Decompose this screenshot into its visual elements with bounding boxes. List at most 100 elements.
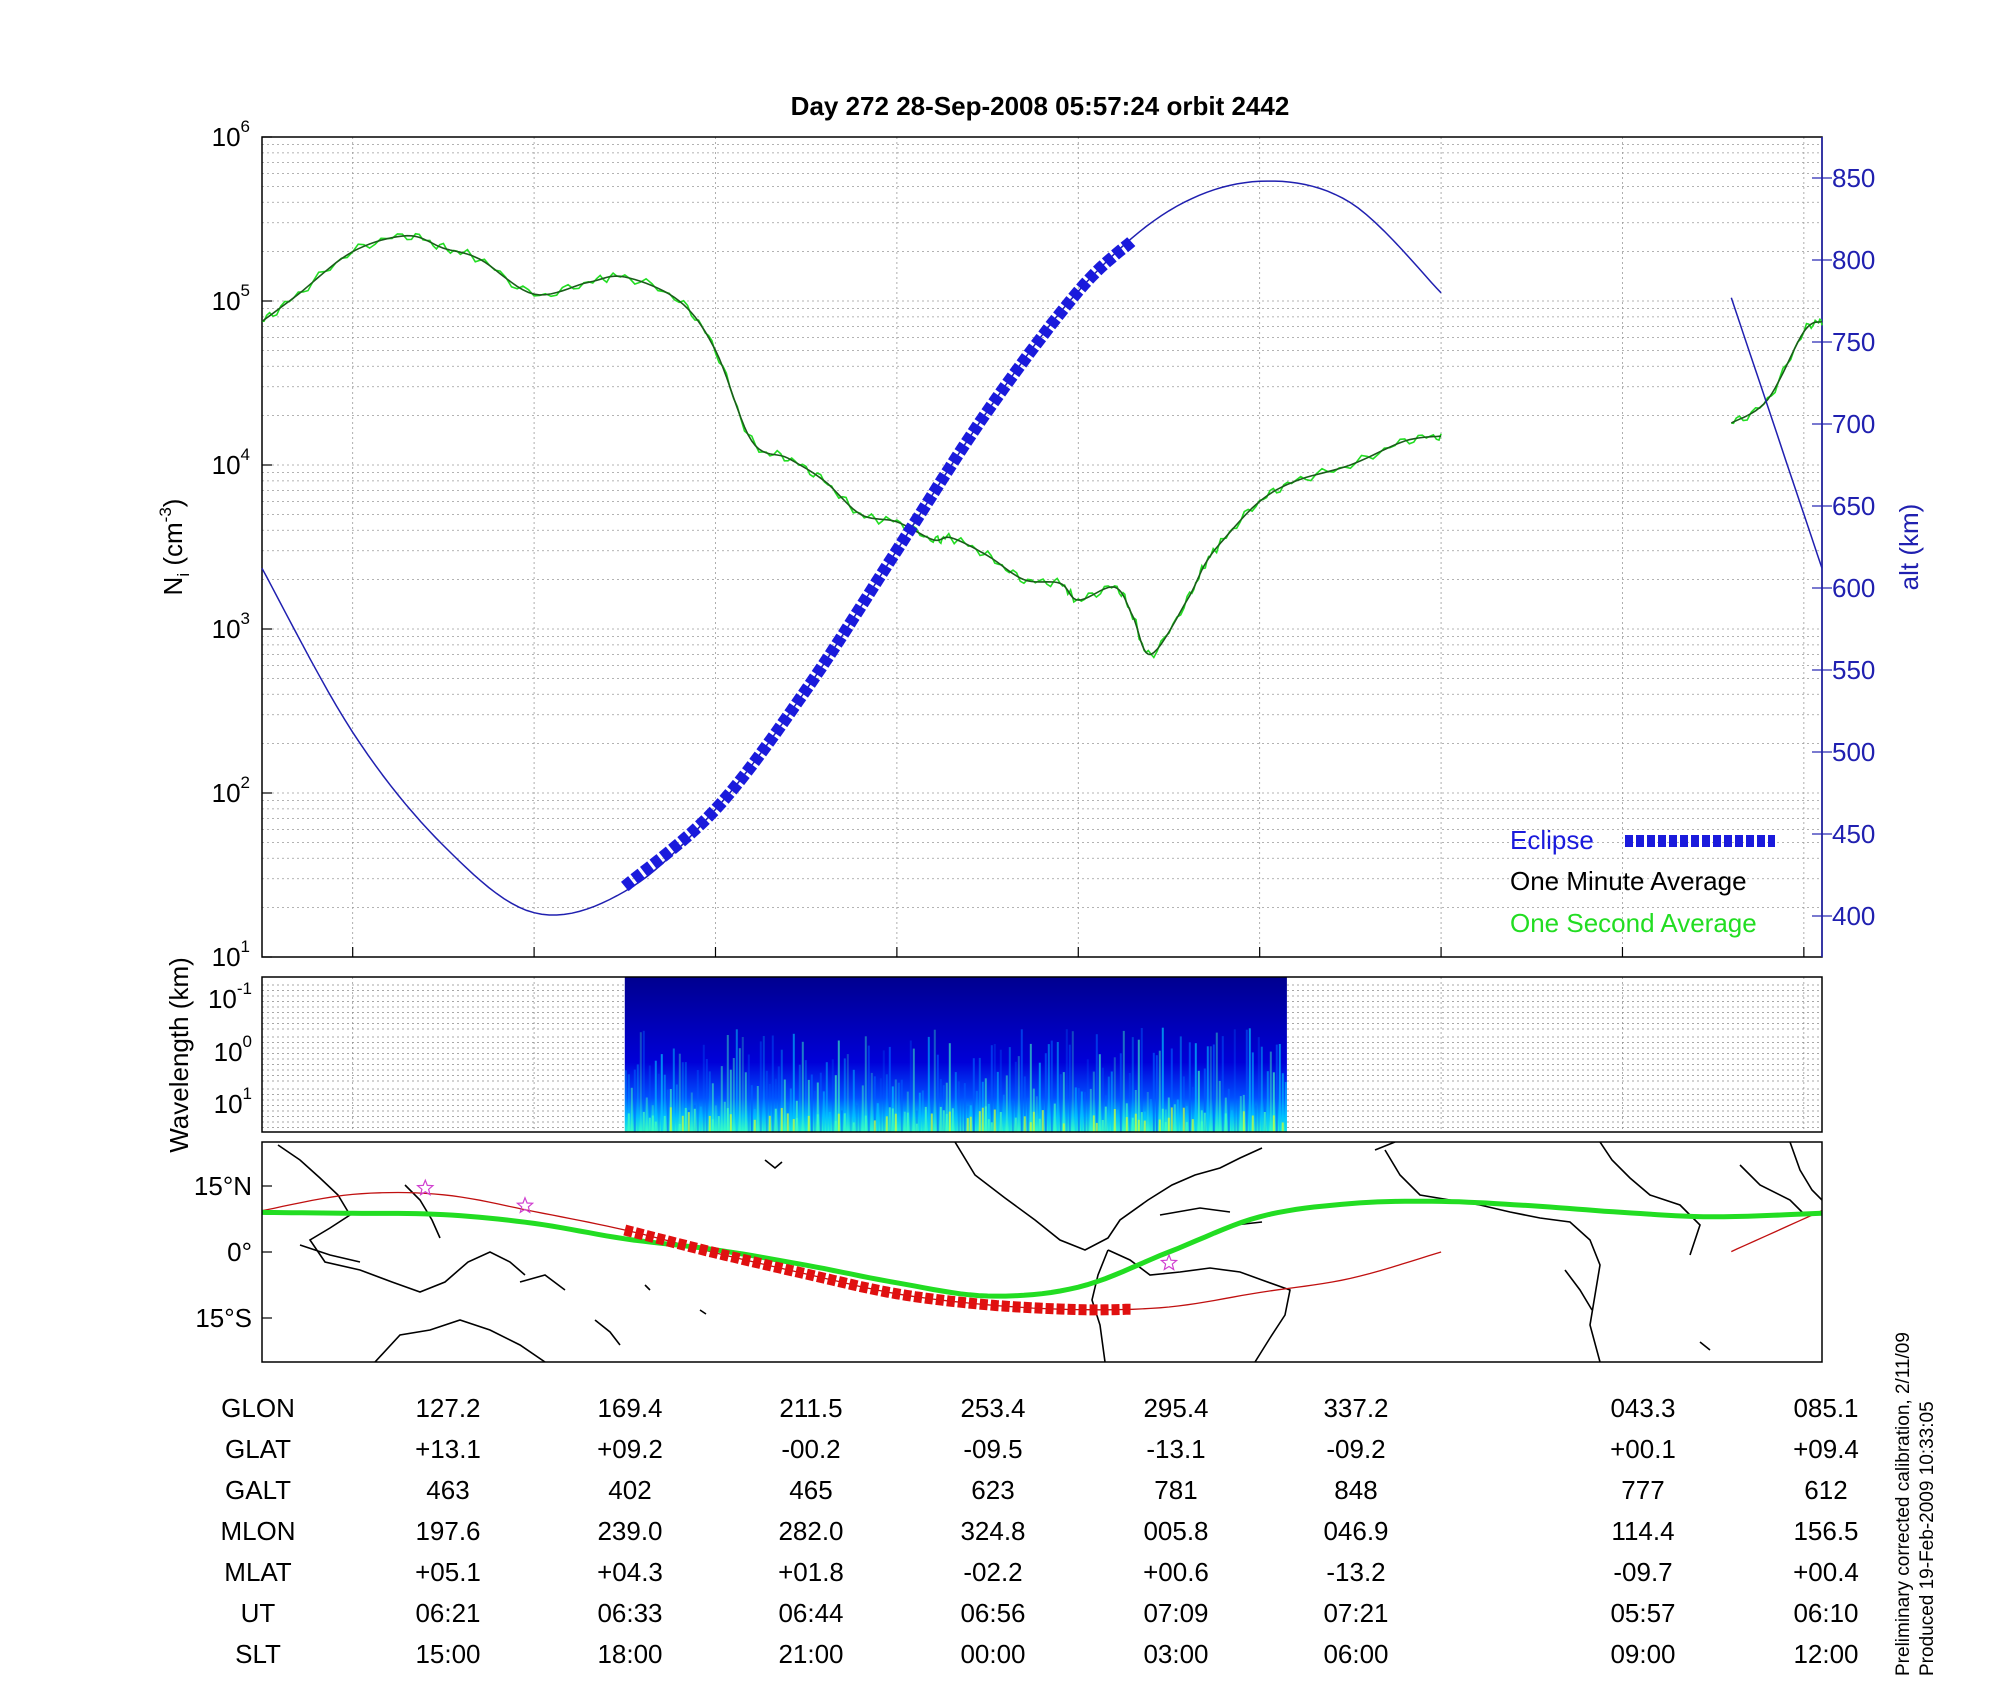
spec-stripe-bright [888, 1107, 891, 1132]
spec-stripe-bright [726, 1108, 729, 1132]
spec-stripe-bright [990, 1122, 993, 1132]
spec-stripe-bright [1263, 1112, 1266, 1132]
spec-stripe [1134, 1090, 1137, 1132]
spec-stripe [870, 1072, 873, 1132]
spec-stripe [1053, 1103, 1056, 1132]
spec-stripe [945, 1082, 948, 1132]
spec-stripe-bright [1014, 1117, 1017, 1132]
spec-stripe-bright [1104, 1106, 1107, 1132]
spec-stripe [1137, 1039, 1140, 1132]
spec-stripe [1086, 1059, 1089, 1132]
spec-stripe-bright [1164, 1122, 1167, 1132]
right-tick-label: 450 [1832, 819, 1875, 849]
table-cell: -09.5 [963, 1434, 1023, 1464]
spec-stripe-bright [984, 1106, 987, 1132]
spec-stripe [816, 1082, 819, 1132]
spec-stripe [684, 1062, 687, 1132]
map-lat-ticks: 15°N 0° 15°S [194, 1171, 272, 1333]
spec-stripe-bright [873, 1120, 876, 1132]
spec-stripe [933, 1029, 936, 1132]
spec-stripe [690, 1092, 693, 1132]
spec-stripe [1059, 1074, 1062, 1132]
spectrogram-stripes [624, 1027, 1287, 1132]
spec-stripe [906, 1091, 909, 1132]
spec-stripe [984, 1078, 987, 1132]
spec-stripe-bright [627, 1113, 630, 1132]
spec-stripe-bright [843, 1113, 846, 1132]
spec-stripe [1245, 1029, 1248, 1132]
spec-stripe [948, 1043, 951, 1132]
spec-stripe [903, 1111, 906, 1132]
spec-stripe-bright [1134, 1113, 1137, 1132]
one-second-series [1731, 318, 1823, 425]
spec-stripe [813, 1090, 816, 1132]
spec-stripe [1251, 1052, 1254, 1132]
spec-stripe [1239, 1096, 1242, 1132]
table-cell: 18:00 [597, 1639, 663, 1669]
spec-stripe [972, 1058, 975, 1132]
spec-stripe [732, 1058, 735, 1132]
table-cell: -09.2 [1326, 1434, 1386, 1464]
spec-stripe [912, 1048, 915, 1132]
spec-stripe [714, 1105, 717, 1132]
table-cell: 781 [1154, 1475, 1198, 1505]
spec-stripe [657, 1073, 660, 1132]
table-row-label: SLT [235, 1639, 281, 1669]
spec-stripe-bright [669, 1107, 672, 1132]
table-row-label: MLAT [224, 1557, 292, 1587]
spec-stripe-bright [978, 1111, 981, 1132]
spec-stripe [795, 1100, 798, 1132]
spec-stripe [1017, 1056, 1020, 1132]
spec-stripe [1236, 1101, 1239, 1132]
spec-stripe [882, 1050, 885, 1132]
spec-stripe [1071, 1031, 1074, 1132]
spec-stripe [1026, 1097, 1029, 1132]
table-cell: 169.4 [597, 1393, 663, 1423]
spec-stripe [831, 1059, 834, 1132]
spec-stripe [705, 1059, 708, 1132]
table-cell: 239.0 [597, 1516, 663, 1546]
spec-stripe [1038, 1062, 1041, 1132]
spec-stripe [696, 1070, 699, 1132]
spec-stripe [708, 1071, 711, 1132]
spec-stripe [1101, 1067, 1104, 1132]
spec-stripe-bright [969, 1116, 972, 1132]
spec-stripe-bright [1251, 1115, 1254, 1132]
spec-stripe [996, 1071, 999, 1132]
star-marker [515, 1196, 535, 1214]
spec-stripe [774, 1078, 777, 1132]
spec-stripe-bright [642, 1111, 645, 1132]
spec-stripe [1122, 1030, 1125, 1132]
spec-stripe [1005, 1075, 1008, 1132]
legend-minute-label: One Minute Average [1510, 866, 1747, 896]
spec-stripe-bright [1242, 1111, 1245, 1132]
spec-stripe [1260, 1046, 1263, 1132]
table-cell: 211.5 [779, 1393, 843, 1423]
spec-stripe [1152, 1052, 1155, 1132]
map-tick-label: 15°S [195, 1303, 252, 1333]
spec-stripe [738, 1048, 741, 1132]
spec-stripe-bright [774, 1108, 777, 1132]
table-cell: -13.1 [1146, 1434, 1206, 1464]
spec-stripe [801, 1041, 804, 1132]
spec-stripe [1074, 1087, 1077, 1132]
spec-stripe [1029, 1043, 1032, 1132]
spec-stripe [864, 1036, 867, 1132]
one-minute-series [261, 234, 1442, 656]
spec-stripe-bright [1224, 1113, 1227, 1132]
spec-stripe [789, 1088, 792, 1132]
spec-stripe [633, 1069, 636, 1132]
spec-stripe [1014, 1061, 1017, 1132]
spec-stripe [1209, 1046, 1212, 1132]
table-cell: 07:21 [1323, 1598, 1389, 1628]
spec-stripe [921, 1090, 924, 1132]
table-cell: 253.4 [960, 1393, 1026, 1423]
left-tick-label: 104 [212, 445, 250, 480]
spec-stripe [1164, 1109, 1167, 1132]
spec-stripe [1248, 1028, 1251, 1132]
spec-stripe-bright [651, 1115, 654, 1132]
spectrogram-tick-label: 101 [214, 1084, 252, 1119]
spec-stripe-bright [1131, 1117, 1134, 1132]
table-cell: -13.2 [1326, 1557, 1386, 1587]
left-tick-label: 103 [212, 609, 250, 644]
